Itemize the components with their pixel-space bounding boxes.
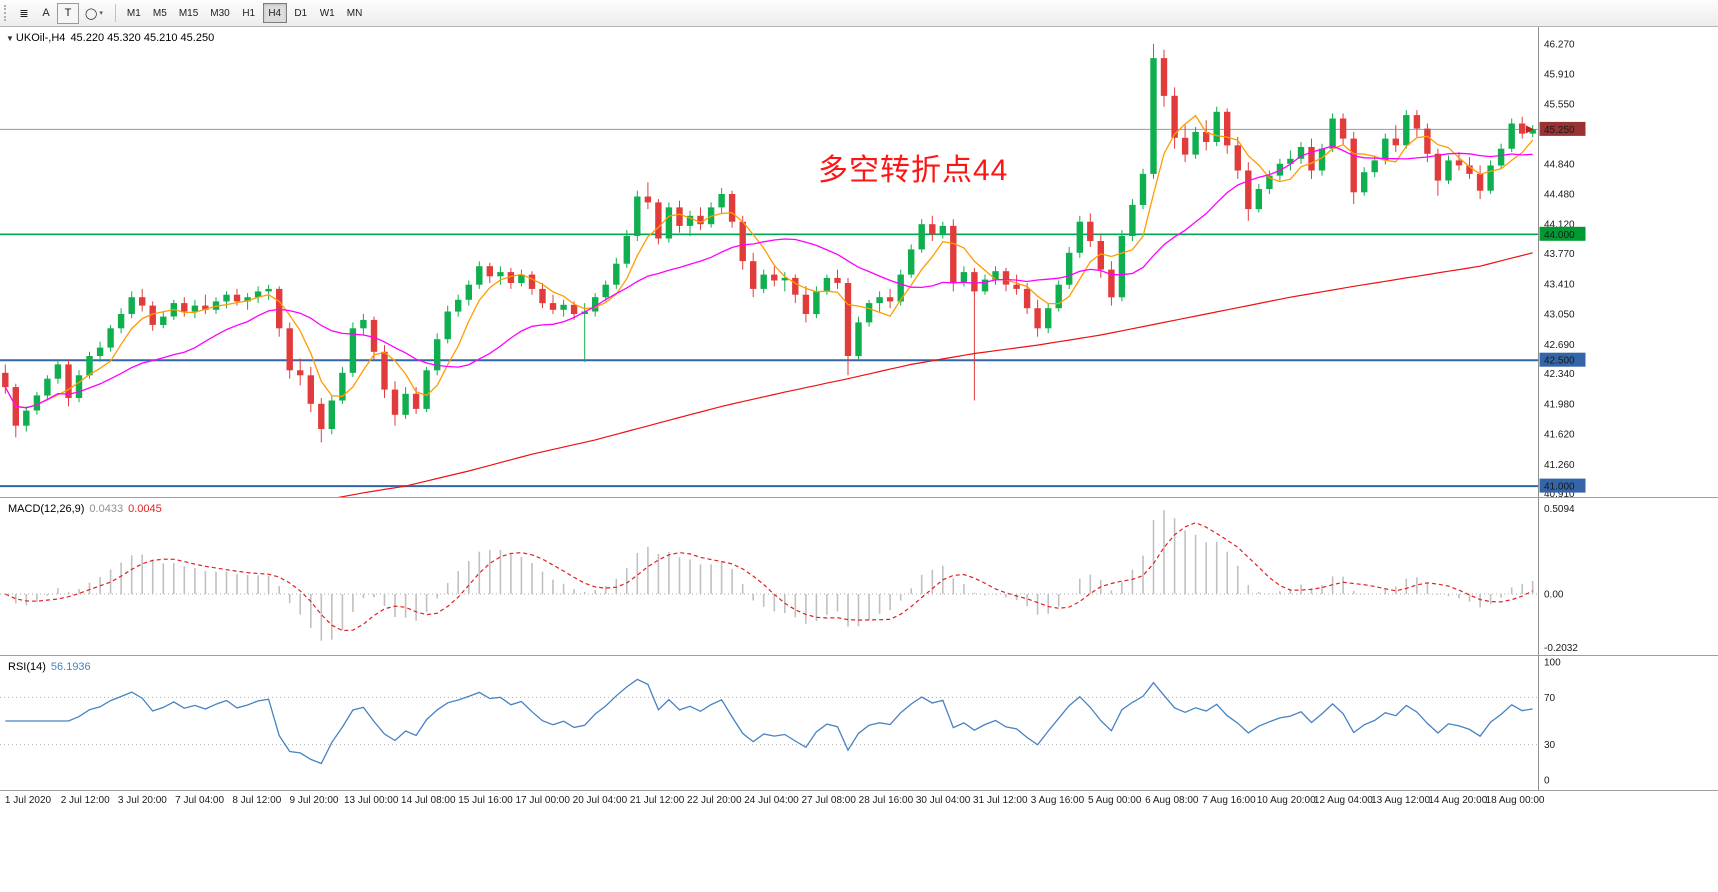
rsi-panel[interactable]: 100 70 30 0 RSI(14) 56.1936 — [0, 655, 1718, 790]
svg-text:70: 70 — [1544, 693, 1556, 704]
price-chart-canvas[interactable]: 46.270 45.910 45.550 44.840 44.480 44.120 43.7… — [0, 27, 1718, 497]
timeframe-group: M1 M5 M15 M30 H1 H4 D1 W1 MN — [122, 3, 367, 23]
svg-text:13 Aug 12:00: 13 Aug 12:00 — [1371, 795, 1430, 806]
shapes-tool-button[interactable]: ◯ ▾ — [79, 3, 109, 24]
text-label-tool-button[interactable]: A — [35, 3, 57, 24]
svg-text:10 Aug 20:00: 10 Aug 20:00 — [1257, 795, 1316, 806]
timeframe-h1-button[interactable]: H1 — [237, 3, 261, 23]
svg-text:8 Jul 12:00: 8 Jul 12:00 — [232, 795, 281, 806]
rsi-canvas[interactable]: 100 70 30 0 — [0, 656, 1718, 790]
svg-text:42.690: 42.690 — [1544, 340, 1575, 351]
svg-text:43.770: 43.770 — [1544, 249, 1575, 260]
svg-text:42.500: 42.500 — [1544, 356, 1575, 367]
macd-label: MACD(12,26,9) 0.0433 0.0045 — [8, 503, 167, 515]
svg-text:6 Aug 08:00: 6 Aug 08:00 — [1145, 795, 1199, 806]
symbol-dropdown-icon[interactable]: ▼ — [6, 34, 14, 43]
svg-text:5 Aug 00:00: 5 Aug 00:00 — [1088, 795, 1142, 806]
symbol-name: UKOil-,H4 — [15, 32, 66, 44]
svg-text:41.620: 41.620 — [1544, 430, 1575, 441]
chevron-down-icon: ▾ — [99, 10, 103, 17]
svg-text:17 Jul 00:00: 17 Jul 00:00 — [515, 795, 570, 806]
svg-text:20 Jul 04:00: 20 Jul 04:00 — [573, 795, 628, 806]
text-icon: T — [64, 7, 72, 19]
svg-text:43.050: 43.050 — [1544, 310, 1575, 321]
svg-text:42.340: 42.340 — [1544, 369, 1575, 380]
time-axis-canvas[interactable]: 1 Jul 2020 2 Jul 12:00 3 Jul 20:00 7 Jul 04… — [0, 791, 1718, 811]
svg-text:44.840: 44.840 — [1544, 159, 1575, 170]
svg-text:3 Aug 16:00: 3 Aug 16:00 — [1031, 795, 1085, 806]
svg-text:27 Jul 08:00: 27 Jul 08:00 — [801, 795, 856, 806]
toolbar-grip[interactable] — [4, 5, 9, 21]
rsi-name: RSI(14) — [8, 661, 46, 673]
svg-text:44.120: 44.120 — [1544, 220, 1575, 231]
svg-text:0: 0 — [1544, 776, 1550, 787]
svg-text:-0.2032: -0.2032 — [1544, 643, 1578, 654]
price-chart-panel[interactable]: 46.270 45.910 45.550 44.840 44.480 44.120 43.7… — [0, 27, 1718, 497]
timeframe-d1-button[interactable]: D1 — [289, 3, 313, 23]
svg-text:43.410: 43.410 — [1544, 279, 1575, 290]
svg-text:1 Jul 2020: 1 Jul 2020 — [5, 795, 52, 806]
text-label-icon: A — [42, 7, 50, 19]
svg-text:45.550: 45.550 — [1544, 100, 1575, 111]
svg-text:30 Jul 04:00: 30 Jul 04:00 — [916, 795, 971, 806]
svg-text:45.910: 45.910 — [1544, 70, 1575, 81]
svg-text:45.250: 45.250 — [1544, 125, 1575, 136]
macd-main-value: 0.0433 — [89, 503, 124, 515]
svg-text:24 Jul 04:00: 24 Jul 04:00 — [744, 795, 799, 806]
svg-text:100: 100 — [1544, 658, 1561, 669]
svg-text:30: 30 — [1544, 740, 1556, 751]
svg-text:41.000: 41.000 — [1544, 482, 1575, 493]
macd-name: MACD(12,26,9) — [8, 503, 85, 515]
svg-text:7 Aug 16:00: 7 Aug 16:00 — [1202, 795, 1256, 806]
svg-text:0.00: 0.00 — [1544, 590, 1564, 601]
svg-text:28 Jul 16:00: 28 Jul 16:00 — [859, 795, 914, 806]
macd-panel[interactable]: 0.5094 0.00 -0.2032 MACD(12,26,9) 0.0433 0.0… — [0, 497, 1718, 655]
svg-text:18 Aug 00:00: 18 Aug 00:00 — [1486, 795, 1545, 806]
svg-text:41.980: 41.980 — [1544, 399, 1575, 410]
timeframe-w1-button[interactable]: W1 — [315, 3, 340, 23]
lines-icon: ≣ — [19, 7, 29, 20]
time-axis[interactable]: 1 Jul 2020 2 Jul 12:00 3 Jul 20:00 7 Jul 04… — [0, 790, 1718, 892]
text-tool-button[interactable]: T — [57, 2, 79, 24]
timeframe-m1-button[interactable]: M1 — [122, 3, 146, 23]
svg-text:44.480: 44.480 — [1544, 190, 1575, 201]
svg-text:14 Aug 20:00: 14 Aug 20:00 — [1428, 795, 1487, 806]
svg-text:22 Jul 20:00: 22 Jul 20:00 — [687, 795, 742, 806]
timeframe-m15-button[interactable]: M15 — [174, 3, 203, 23]
svg-text:3 Jul 20:00: 3 Jul 20:00 — [118, 795, 167, 806]
timeframe-m5-button[interactable]: M5 — [148, 3, 172, 23]
rsi-label: RSI(14) 56.1936 — [8, 661, 96, 673]
macd-canvas[interactable]: 0.5094 0.00 -0.2032 — [0, 498, 1718, 655]
svg-text:40.910: 40.910 — [1544, 489, 1575, 497]
timeframe-mn-button[interactable]: MN — [342, 3, 368, 23]
svg-text:41.260: 41.260 — [1544, 460, 1575, 471]
ellipse-icon: ◯ — [85, 7, 98, 20]
timeframe-m30-button[interactable]: M30 — [205, 3, 234, 23]
svg-text:2 Jul 12:00: 2 Jul 12:00 — [61, 795, 110, 806]
svg-text:12 Aug 04:00: 12 Aug 04:00 — [1314, 795, 1373, 806]
toolbar: ≣ A T ◯ ▾ M1 M5 M15 M30 H1 H4 D1 W1 MN — [0, 0, 1718, 27]
svg-text:7 Jul 04:00: 7 Jul 04:00 — [175, 795, 224, 806]
svg-text:0.5094: 0.5094 — [1544, 504, 1575, 515]
svg-text:15 Jul 16:00: 15 Jul 16:00 — [458, 795, 513, 806]
ohlc-values: 45.220 45.320 45.210 45.250 — [70, 32, 215, 44]
symbol-ohlc-label: ▼ UKOil-,H4 45.220 45.320 45.210 45.250 — [6, 32, 219, 44]
svg-text:31 Jul 12:00: 31 Jul 12:00 — [973, 795, 1028, 806]
svg-text:9 Jul 20:00: 9 Jul 20:00 — [290, 795, 339, 806]
svg-text:46.270: 46.270 — [1544, 39, 1575, 50]
chart-tools-button[interactable]: ≣ — [13, 3, 35, 24]
macd-signal-value: 0.0045 — [128, 503, 162, 515]
svg-text:21 Jul 12:00: 21 Jul 12:00 — [630, 795, 685, 806]
svg-text:14 Jul 08:00: 14 Jul 08:00 — [401, 795, 456, 806]
svg-text:44.000: 44.000 — [1544, 230, 1575, 241]
svg-text:13 Jul 00:00: 13 Jul 00:00 — [344, 795, 399, 806]
toolbar-separator — [114, 4, 116, 22]
rsi-value: 56.1936 — [50, 661, 91, 673]
timeframe-h4-button[interactable]: H4 — [262, 3, 287, 23]
chart-annotation[interactable]: 多空转折点44 — [818, 154, 1009, 187]
